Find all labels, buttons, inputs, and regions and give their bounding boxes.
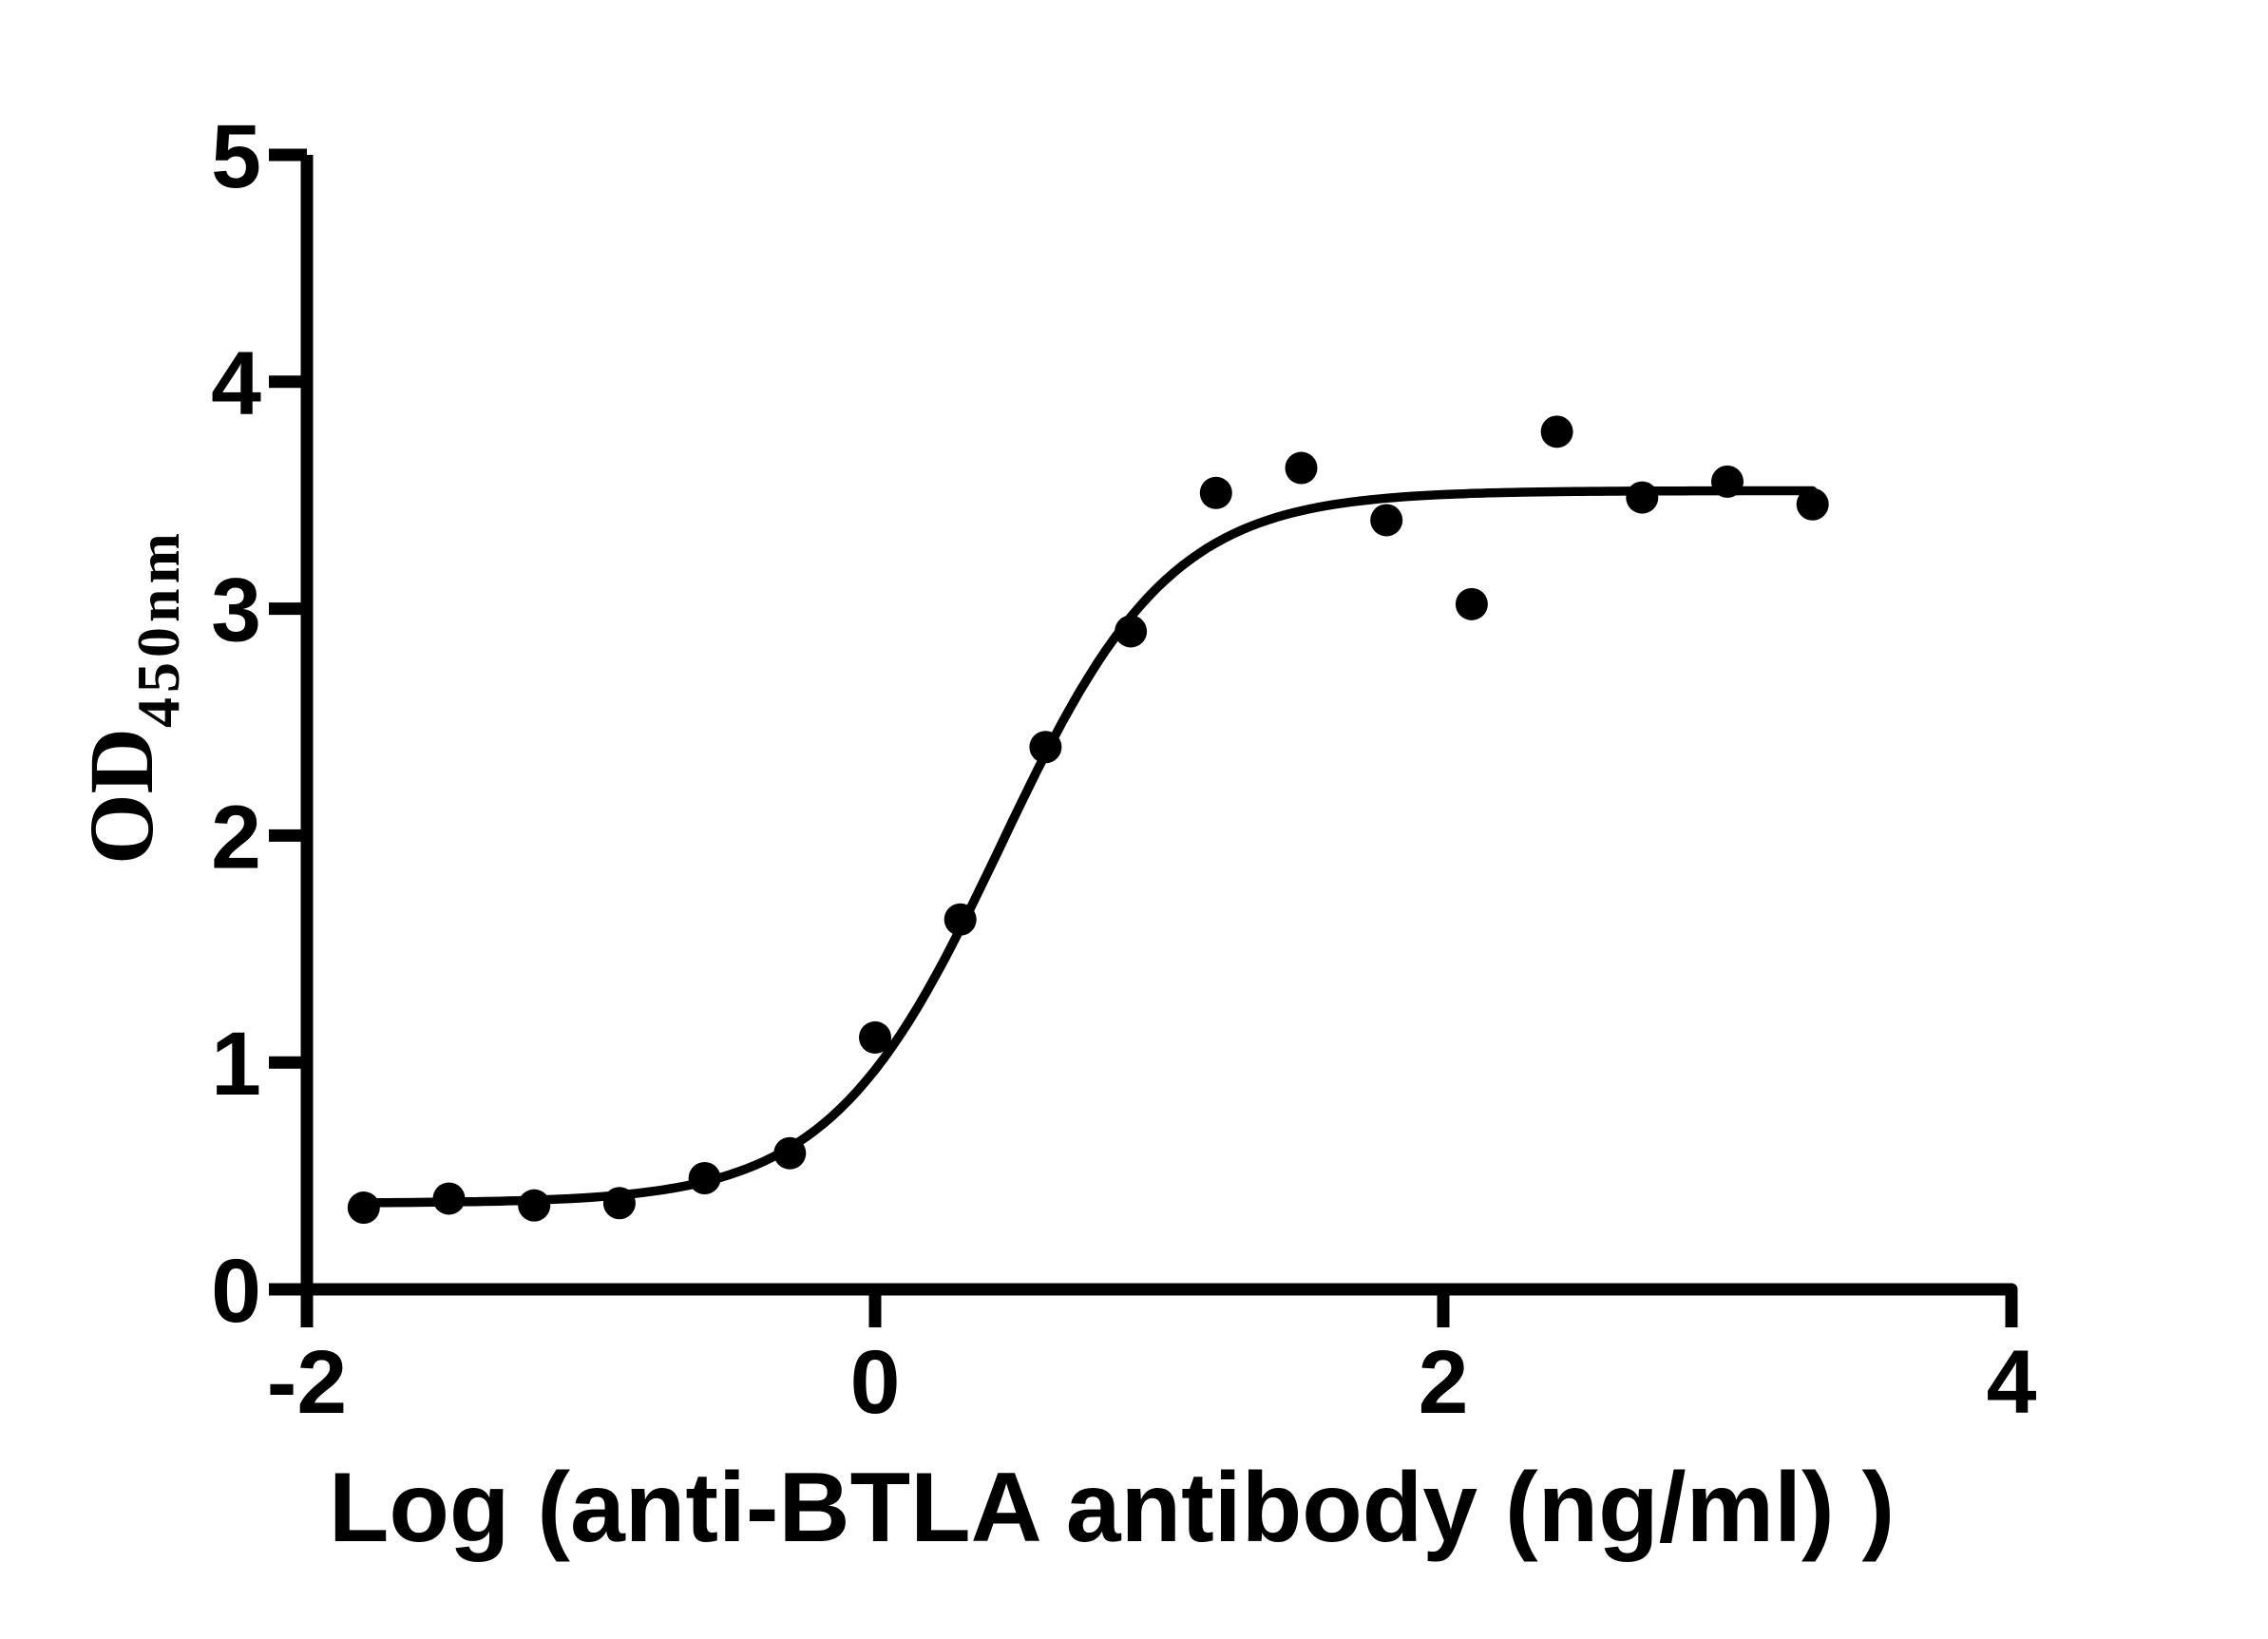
y-axis (269, 148, 314, 1327)
data-point (1711, 465, 1744, 498)
y-tick-labels: 0 1 2 3 4 5 (211, 106, 261, 1342)
y-tick-label: 2 (211, 787, 261, 887)
x-tick-label: 4 (1987, 1332, 2037, 1433)
x-axis (295, 1283, 2018, 1327)
data-point (1540, 415, 1573, 448)
data-point (1199, 476, 1232, 509)
fit-curve-line (359, 486, 1818, 1208)
x-tick-labels: -2 0 2 4 (267, 1332, 2037, 1433)
fit-curve (359, 486, 1818, 1208)
data-point (347, 1191, 380, 1225)
y-tick-label: 4 (211, 334, 261, 434)
data-point (432, 1182, 466, 1215)
y-axis-title: OD450nm (70, 528, 192, 865)
x-tick-label: 2 (1419, 1332, 1469, 1433)
data-point (1455, 587, 1488, 620)
data-point (1285, 451, 1318, 485)
data-point (1626, 481, 1659, 514)
data-point (1029, 731, 1062, 764)
x-tick-label: -2 (267, 1332, 347, 1433)
data-point (1115, 615, 1148, 648)
y-tick-label: 5 (211, 106, 261, 207)
y-tick-label: 3 (211, 561, 261, 661)
x-axis-title: Log (anti-BTLA antibody (ng/ml) ) (329, 1453, 1895, 1563)
x-tick-label: 0 (850, 1332, 901, 1433)
data-point (773, 1136, 807, 1170)
data-point (602, 1187, 636, 1220)
data-point (518, 1189, 551, 1222)
y-axis-title-subscript: 450nm (124, 528, 192, 728)
data-point (943, 903, 977, 936)
y-tick-label: 0 (211, 1241, 261, 1342)
y-axis-title-main: OD (70, 728, 172, 865)
y-tick-label: 1 (211, 1014, 261, 1115)
data-point (1370, 504, 1403, 537)
data-points (347, 415, 1829, 1225)
data-point (688, 1161, 721, 1194)
data-point (859, 1020, 891, 1054)
data-point (1796, 487, 1829, 521)
